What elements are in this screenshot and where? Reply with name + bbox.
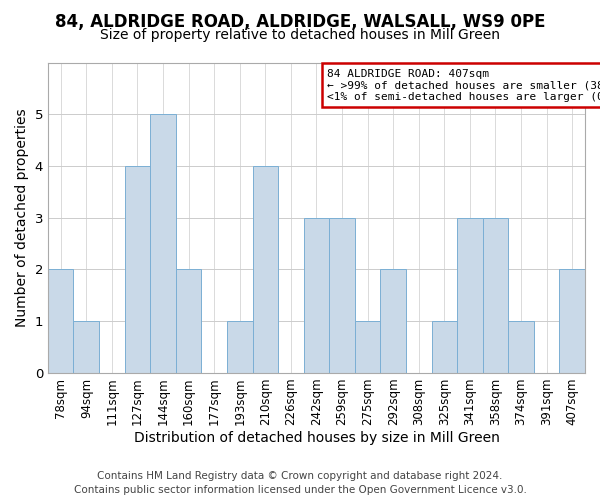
Y-axis label: Number of detached properties: Number of detached properties (15, 108, 29, 327)
X-axis label: Distribution of detached houses by size in Mill Green: Distribution of detached houses by size … (134, 431, 499, 445)
Bar (125, 166, 150, 373)
Bar (73, 321, 99, 373)
Bar (380, 270, 406, 373)
Bar (482, 218, 508, 373)
Bar (329, 218, 355, 373)
Bar (227, 321, 253, 373)
Bar (355, 321, 380, 373)
Bar (176, 270, 202, 373)
Bar (457, 218, 482, 373)
Bar (253, 166, 278, 373)
Text: Contains HM Land Registry data © Crown copyright and database right 2024.
Contai: Contains HM Land Registry data © Crown c… (74, 471, 526, 495)
Text: 84 ALDRIDGE ROAD: 407sqm
← >99% of detached houses are smaller (38)
<1% of semi-: 84 ALDRIDGE ROAD: 407sqm ← >99% of detac… (327, 68, 600, 102)
Bar (48, 270, 73, 373)
Bar (431, 321, 457, 373)
Text: 84, ALDRIDGE ROAD, ALDRIDGE, WALSALL, WS9 0PE: 84, ALDRIDGE ROAD, ALDRIDGE, WALSALL, WS… (55, 12, 545, 30)
Bar (508, 321, 534, 373)
Bar (304, 218, 329, 373)
Bar (150, 114, 176, 373)
Bar (559, 270, 585, 373)
Text: Size of property relative to detached houses in Mill Green: Size of property relative to detached ho… (100, 28, 500, 42)
